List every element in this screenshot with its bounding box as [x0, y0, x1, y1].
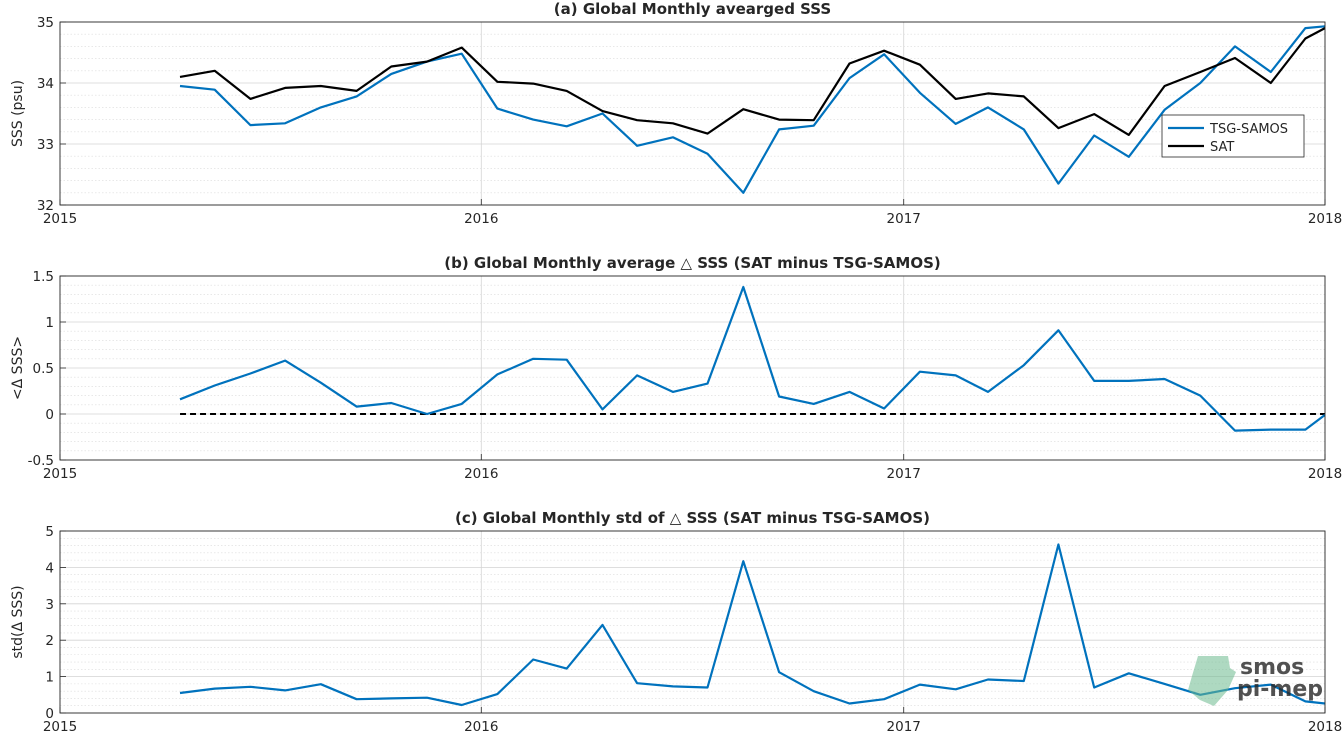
series-line-tsg-samos	[179, 25, 1325, 194]
legend-entry: SAT	[1210, 140, 1234, 155]
axes-frame	[59, 530, 1326, 714]
x-tick-label: 2015	[43, 466, 77, 482]
y-axis-label: SSS (psu)	[10, 80, 26, 147]
series-line	[179, 543, 1325, 707]
series-line-sat	[179, 27, 1325, 136]
y-tick-label: -0.5	[28, 453, 54, 469]
y-tick-label: 1	[45, 315, 54, 331]
x-tick-label: 2016	[464, 719, 498, 735]
chart-title: (b) Global Monthly average △ SSS (SAT mi…	[444, 254, 940, 272]
y-tick-label: 0	[45, 407, 54, 423]
x-tick-label: 2018	[1308, 719, 1342, 735]
chart-title: (a) Global Monthly avearged SSS	[554, 0, 831, 18]
series-line	[179, 285, 1325, 432]
y-tick-label: 3	[45, 597, 54, 613]
x-tick-label: 2017	[887, 719, 921, 735]
panel-c: 0 1 2 3 4 5 2015 2016 2017 2018 (c) Global Monthly…	[10, 509, 1342, 735]
y-tick-label: 2	[45, 633, 54, 649]
x-tick-label: 2018	[1308, 466, 1342, 482]
x-tick-label: 2017	[887, 466, 921, 482]
y-axis-label: <Δ SSS>	[10, 336, 26, 400]
y-tick-label: 0	[45, 706, 54, 722]
y-tick-label: 35	[37, 15, 54, 31]
legend-box	[1161, 114, 1305, 158]
legend: TSG-SAMOS SAT	[1161, 114, 1305, 158]
legend-entry: TSG-SAMOS	[1209, 122, 1288, 137]
y-tick-label: 1.5	[33, 269, 54, 285]
axes-frame	[59, 275, 1326, 461]
y-tick-label: 32	[37, 198, 54, 214]
y-tick-label: 34	[37, 76, 54, 92]
axes-frame	[59, 21, 1326, 206]
logo-text-top: smos	[1240, 655, 1304, 680]
y-axis-label: std(Δ SSS)	[10, 585, 26, 658]
x-tick-label: 2018	[1308, 211, 1342, 227]
plot-area	[60, 22, 1325, 205]
chart-title: (c) Global Monthly std of △ SSS (SAT min…	[455, 509, 930, 527]
x-tick-label: 2017	[887, 211, 921, 227]
y-tick-label: 5	[45, 524, 54, 540]
y-tick-label: 1	[45, 670, 54, 686]
smos-pi-mep-logo: smos pi-mep	[1188, 655, 1323, 706]
logo-text-bottom: pi-mep	[1237, 677, 1323, 702]
panel-b: -0.5 0 0.5 1 1.5 2015 2016 2017 2018 (b) Global M…	[10, 254, 1342, 482]
panel-a: 32 33 34 35 2015 2016 2017 2018 (a) Global Month…	[10, 0, 1342, 227]
x-tick-label: 2015	[43, 719, 77, 735]
y-tick-label: 33	[37, 137, 54, 153]
x-tick-label: 2015	[43, 211, 77, 227]
y-tick-label: 4	[45, 560, 54, 576]
x-tick-label: 2016	[464, 466, 498, 482]
plot-area	[60, 531, 1325, 713]
logo-map-shape	[1188, 656, 1236, 706]
y-tick-label: 0.5	[33, 361, 54, 377]
x-tick-label: 2016	[464, 211, 498, 227]
